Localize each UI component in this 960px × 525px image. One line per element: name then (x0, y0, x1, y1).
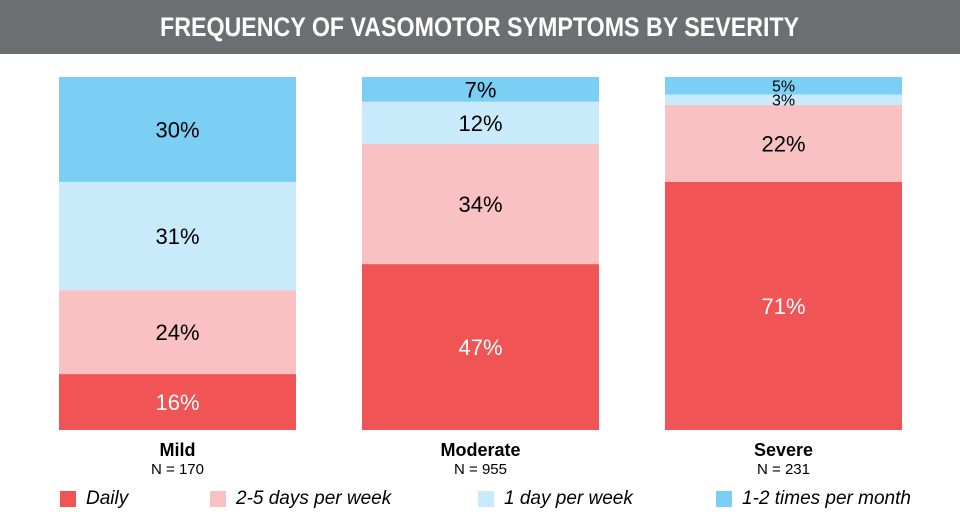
chart-title-bar: FREQUENCY OF VASOMOTOR SYMPTOMS BY SEVER… (0, 0, 960, 54)
bar-segment-severe-2 (665, 104, 902, 182)
data-label: 5% (772, 78, 795, 95)
data-label: 34% (458, 192, 502, 217)
bar-segment-moderate-4 (362, 77, 599, 102)
category-label: Moderate (440, 440, 520, 460)
legend-swatch (210, 491, 226, 507)
legend-swatch (716, 491, 732, 507)
data-label: 7% (465, 77, 497, 102)
legend-item: 1-2 times per month (716, 485, 911, 513)
data-label: 22% (761, 131, 805, 156)
bar-segment-mild-4 (59, 77, 296, 182)
chart-title: FREQUENCY OF VASOMOTOR SYMPTOMS BY SEVER… (160, 11, 800, 42)
legend-label: 2-5 days per week (236, 488, 392, 509)
category-n-label: N = 231 (757, 461, 810, 478)
chart-legend: Daily 2-5 days per week 1 day per week 1-2 … (0, 485, 960, 513)
legend-label: 1-2 times per month (742, 488, 911, 509)
data-label: 71% (761, 294, 805, 319)
bar-segment-moderate-3 (362, 101, 599, 145)
legend-swatch (60, 491, 76, 507)
data-label: 16% (155, 390, 199, 415)
category-label: Mild (160, 440, 196, 460)
data-label: 30% (155, 117, 199, 142)
data-label: 47% (458, 335, 502, 360)
legend-swatch (478, 491, 494, 507)
legend-label: 1 day per week (504, 488, 633, 509)
data-label: 3% (772, 92, 795, 109)
bar-segment-severe-1 (665, 181, 902, 430)
data-label: 24% (155, 320, 199, 345)
legend-label: Daily (86, 488, 129, 509)
category-label: Severe (754, 440, 813, 460)
bar-segment-mild-1 (59, 374, 296, 430)
bar-segment-severe-3 (665, 94, 902, 105)
bar-segment-moderate-2 (362, 144, 599, 265)
data-label: 31% (155, 224, 199, 249)
bar-segment-severe-4 (665, 77, 902, 95)
bar-segment-moderate-1 (362, 264, 599, 430)
legend-item: 1 day per week (478, 485, 633, 513)
legend-item: 2-5 days per week (210, 485, 391, 513)
category-n-label: N = 170 (151, 461, 204, 478)
category-n-label: N = 955 (454, 461, 507, 478)
bar-segment-mild-2 (59, 290, 296, 375)
legend-item: Daily (60, 485, 128, 513)
data-label: 12% (458, 111, 502, 136)
bar-segment-mild-3 (59, 181, 296, 291)
